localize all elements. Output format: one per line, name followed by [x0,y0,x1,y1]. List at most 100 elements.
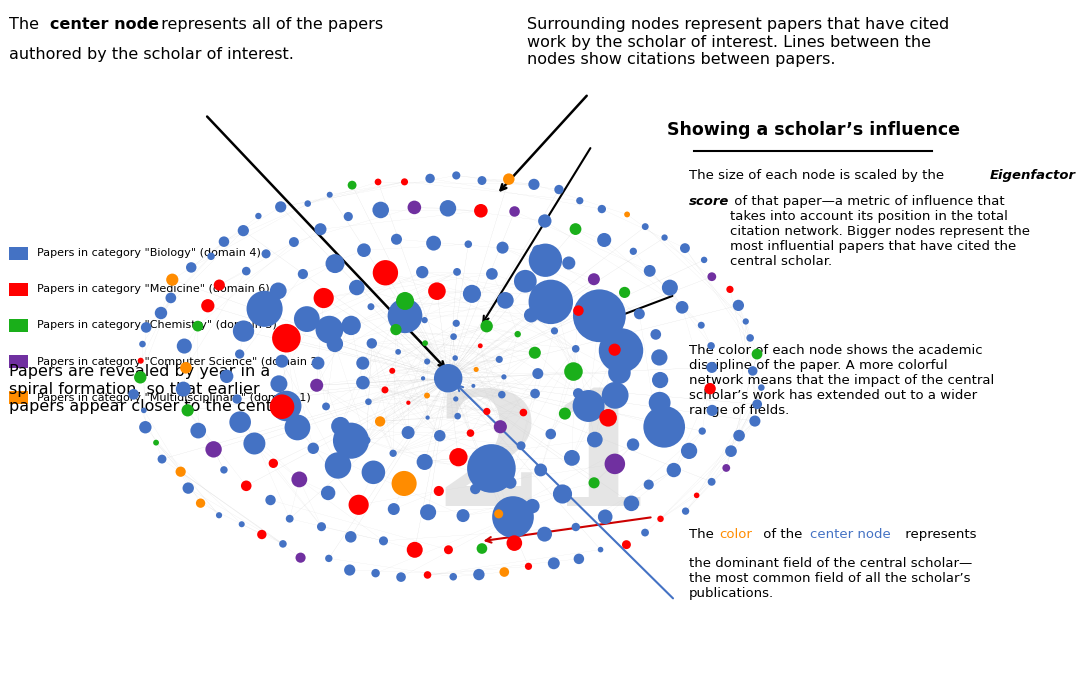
Point [496,566,513,577]
Point [529,368,546,379]
Point [593,203,610,214]
Point [448,266,465,278]
Point [321,189,338,201]
Point [418,390,435,401]
Point [449,452,467,463]
Point [585,273,603,285]
Text: Papers are revealed by year in a
spiral formation, so that earlier
papers appear: Papers are revealed by year in a spiral … [9,364,292,414]
Point [592,544,609,555]
Point [417,337,434,348]
Point [640,479,658,490]
Point [320,553,337,564]
Point [651,397,669,408]
Point [551,184,568,195]
Point [567,344,584,355]
Point [483,463,500,474]
Text: the dominant field of the central scholar—
the most common field of all the scho: the dominant field of the central schola… [689,557,972,600]
Point [415,373,432,384]
Point [406,202,423,213]
Text: authored by the scholar of interest.: authored by the scholar of interest. [9,47,294,62]
Point [464,380,482,391]
Point [278,332,295,344]
Point [467,484,484,495]
Point [183,262,200,273]
Point [447,170,464,181]
Point [215,236,232,247]
Point [611,367,629,378]
Point [362,301,379,312]
Text: represents: represents [901,528,976,541]
Point [702,383,719,394]
Point [153,454,171,465]
Point [636,221,653,232]
Point [744,365,761,376]
Point [396,310,414,321]
Point [591,323,608,335]
Point [505,206,523,217]
Point [702,340,719,351]
Point [497,295,514,306]
Point [504,511,522,523]
Point [529,246,546,257]
Point [730,300,747,311]
Point [137,422,154,433]
Point [274,539,292,550]
Point [472,340,489,351]
Point [502,477,519,489]
Point [440,203,457,214]
Point [753,382,770,393]
Point [661,282,678,293]
Point [372,205,389,216]
Point [567,521,584,532]
Point [339,211,356,222]
Point [215,464,232,475]
Text: color: color [719,528,752,541]
Point [570,305,588,316]
Point [445,331,462,342]
Point [703,476,720,487]
Point [175,384,192,395]
Point [647,329,664,340]
Text: of that paper—a metric of influence that
takes into account its position in the : of that paper—a metric of influence that… [730,195,1030,268]
Point [278,400,295,412]
Point [228,393,245,405]
Point [470,569,487,580]
Point [234,325,252,337]
Point [292,552,309,564]
Point [315,292,333,303]
Point [483,269,500,280]
Point [395,478,413,489]
Point [321,324,338,335]
Point [421,173,438,184]
Point [261,495,279,506]
Point [354,377,372,388]
Point [738,316,755,327]
Point [586,434,604,445]
Point [524,500,541,511]
Point [177,362,194,373]
Point [246,438,264,449]
Point [500,174,517,185]
Text: Showing a scholar’s influence: Showing a scholar’s influence [666,121,960,139]
Point [472,205,489,217]
Point [419,507,436,518]
Point [703,362,720,373]
Text: 21: 21 [434,384,657,539]
Point [537,255,554,266]
Point [512,440,529,451]
Point [326,339,343,350]
Point [606,458,623,469]
Point [446,353,463,364]
Point [746,416,764,427]
Point [179,482,197,493]
Point [211,280,228,291]
Point [270,285,287,296]
Point [496,371,513,382]
Point [320,487,337,498]
Text: center node: center node [810,528,891,541]
Point [386,503,403,514]
Point [532,464,550,475]
Point [134,339,151,350]
Point [536,529,553,540]
Point [367,568,384,579]
